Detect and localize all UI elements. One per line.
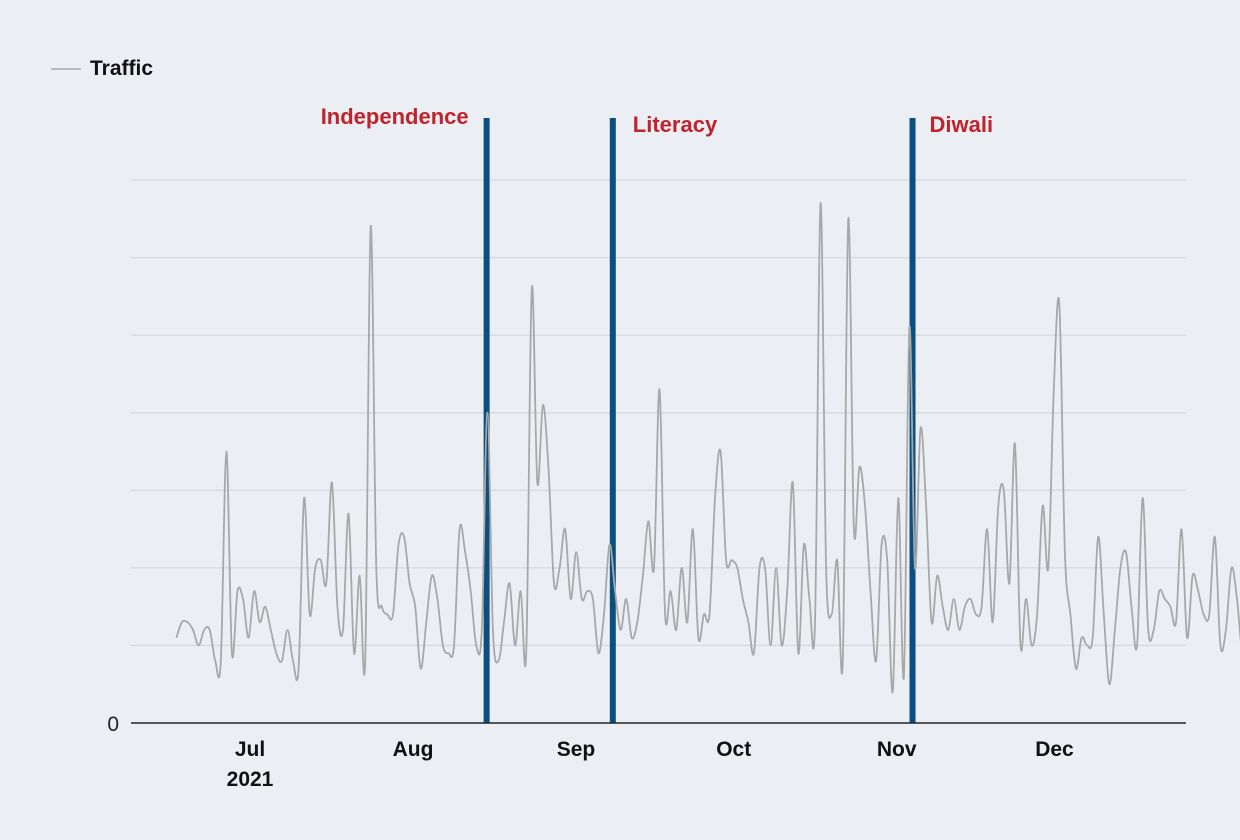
- x-tick-label-jul: Jul: [235, 738, 265, 761]
- annotation-label-independence: Independence: [321, 104, 469, 129]
- legend: Traffic: [51, 57, 153, 80]
- x-tick-year-label: 2021: [227, 768, 274, 791]
- x-tick-label-aug: Aug: [393, 738, 434, 761]
- series-layer: [175, 202, 1240, 694]
- x-tick-label-sep: Sep: [557, 738, 596, 761]
- x-tick-label-dec: Dec: [1035, 738, 1074, 761]
- annotation-label-literacy: Literacy: [633, 112, 718, 137]
- x-tick-label-oct: Oct: [716, 738, 751, 761]
- annotation-label-diwali: Diwali: [930, 112, 994, 137]
- x-axis: 0 Jul 2021 Aug Sep Oct Nov Dec: [107, 713, 1186, 791]
- legend-label-traffic: Traffic: [90, 57, 153, 80]
- annotation-lines: Independence Literacy Diwali: [321, 104, 993, 723]
- x-tick-label-nov: Nov: [877, 738, 917, 761]
- y-tick-label: 0: [107, 713, 119, 736]
- series-line-traffic: [175, 202, 1240, 694]
